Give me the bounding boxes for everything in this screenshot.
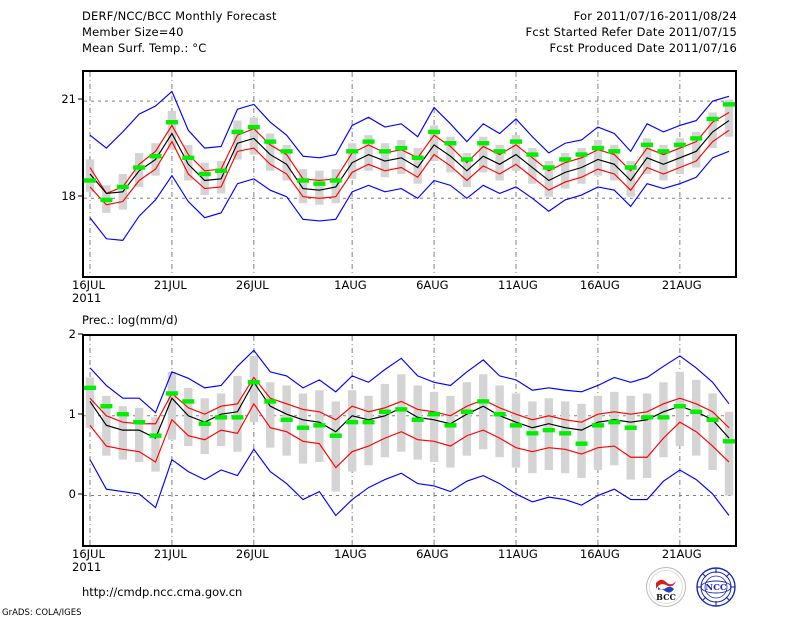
y-axis-tick-mark [78,195,83,197]
x-axis-tick-label: 16JUL [72,278,105,292]
precipitation-variable-label: Prec.: log(mm/d) [82,313,178,327]
x-axis-tick-label: 11AUG [498,547,538,561]
x-axis-tick-label: 16AUG [579,278,620,292]
x-axis-tick-label: 16AUG [579,547,620,561]
x-axis-tick-label: 21AUG [661,278,702,292]
x-axis-year-label: 2011 [72,560,102,574]
x-axis-tick-label: 1AUG [334,278,367,292]
x-axis-tick-label: 21JUL [153,278,187,292]
x-axis-year-label: 2011 [72,291,102,305]
source-url[interactable]: http://cmdp.ncc.cma.gov.cn [82,585,243,599]
y-axis-tick-label: 1 [68,406,76,421]
y-axis-tick-label: 0 [68,486,76,501]
temperature-variable-label: Mean Surf. Temp.: °C [82,41,207,55]
agency-logos: BCC NCC [645,566,737,608]
forecast-period-label: For 2011/07/16-2011/08/24 [573,9,737,23]
y-axis-tick-mark [78,413,83,415]
y-axis-tick-mark [78,98,83,100]
x-axis-tick-label: 26JUL [235,278,269,292]
ncc-logo: NCC [695,566,737,608]
forecast-produced-date-label: Fcst Produced Date 2011/07/16 [549,41,737,55]
x-axis-tick-label: 11AUG [498,278,538,292]
x-axis-tick-label: 16JUL [72,547,105,561]
forecast-title: DERF/NCC/BCC Monthly Forecast [82,9,277,23]
x-axis-tick-label: 6AUG [416,278,449,292]
x-axis-tick-label: 21JUL [153,547,187,561]
forecast-start-date-label: Fcst Started Refer Date 2011/07/15 [525,25,737,39]
svg-text:BCC: BCC [656,592,676,602]
y-axis-tick-label: 21 [61,92,76,107]
y-axis-tick-mark [78,333,83,335]
x-axis-tick-label: 26JUL [235,547,269,561]
y-axis-tick-label: 2 [68,327,76,341]
grads-credit: GrADS: COLA/IGES [2,608,82,618]
y-axis-tick-label: 18 [61,189,76,204]
member-size-label: Member Size=40 [82,25,184,39]
bcc-logo: BCC [645,566,687,608]
x-axis-tick-label: 1AUG [334,547,367,561]
y-axis-tick-mark [78,493,83,495]
x-axis-tick-label: 6AUG [416,547,449,561]
x-axis-tick-label: 21AUG [661,547,702,561]
svg-text:NCC: NCC [705,583,727,593]
temperature-plot [82,70,737,278]
precipitation-plot [82,334,737,547]
